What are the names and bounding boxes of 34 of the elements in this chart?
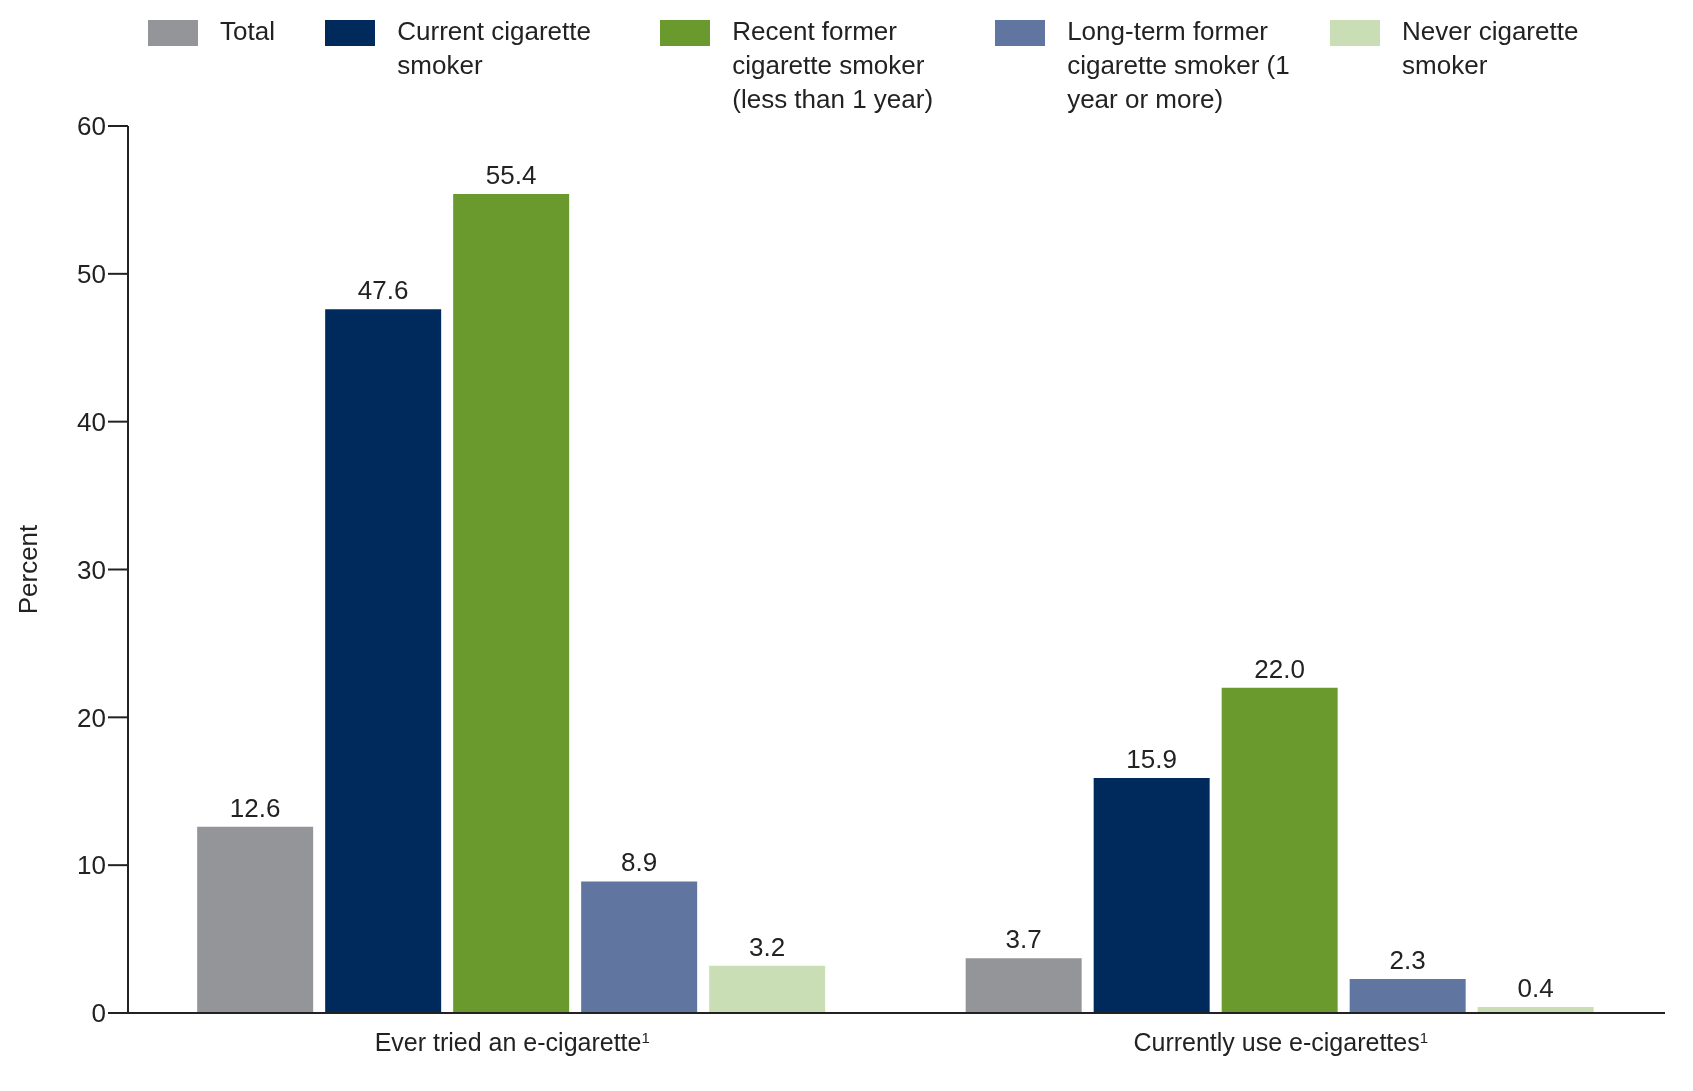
data-label: 47.6 [357, 275, 409, 306]
y-tick-label: 0 [91, 998, 106, 1029]
legend-label: Current cigarette smoker [397, 15, 592, 82]
y-tick-label: 20 [77, 702, 106, 733]
legend-label: Recent former cigarette smoker (less than 1 year) [732, 15, 935, 116]
y-tick-label: 10 [77, 850, 106, 881]
data-label: 55.4 [485, 160, 537, 190]
data-label: 3.7 [1005, 924, 1042, 955]
bar [709, 965, 826, 1013]
bar [197, 826, 314, 1013]
legend-label: Long-term former cigarette smoker (1 year or more) [1067, 15, 1291, 116]
y-tick-label: 60 [77, 111, 106, 142]
data-label: 2.3 [1389, 945, 1426, 975]
bar [1349, 979, 1466, 1013]
x-tick-label: Ever tried an e-cigarette$^{1}$ [374, 1028, 650, 1056]
bar [325, 309, 442, 1013]
bar [581, 881, 698, 1013]
bar [453, 194, 570, 1013]
bar [1221, 687, 1338, 1013]
bar [965, 958, 1082, 1013]
data-label: 15.9 [1126, 743, 1177, 774]
data-label: 3.2 [749, 931, 786, 962]
y-axis-title: Percent [13, 523, 44, 615]
y-tick-label: 50 [77, 259, 106, 290]
data-label: 0.4 [1517, 973, 1554, 1004]
y-tick-label: 40 [77, 406, 106, 437]
x-tick-label: Currently use e-cigarettes$^{1}$ [1133, 1028, 1429, 1056]
legend-label: Never cigarette smoker [1402, 15, 1580, 82]
data-label: 12.6 [229, 792, 281, 823]
data-label: 22.0 [1254, 653, 1305, 684]
bar [1093, 777, 1210, 1013]
legend-label: Total [220, 15, 276, 48]
data-label: 8.9 [621, 847, 658, 878]
y-tick-label: 30 [77, 554, 106, 585]
